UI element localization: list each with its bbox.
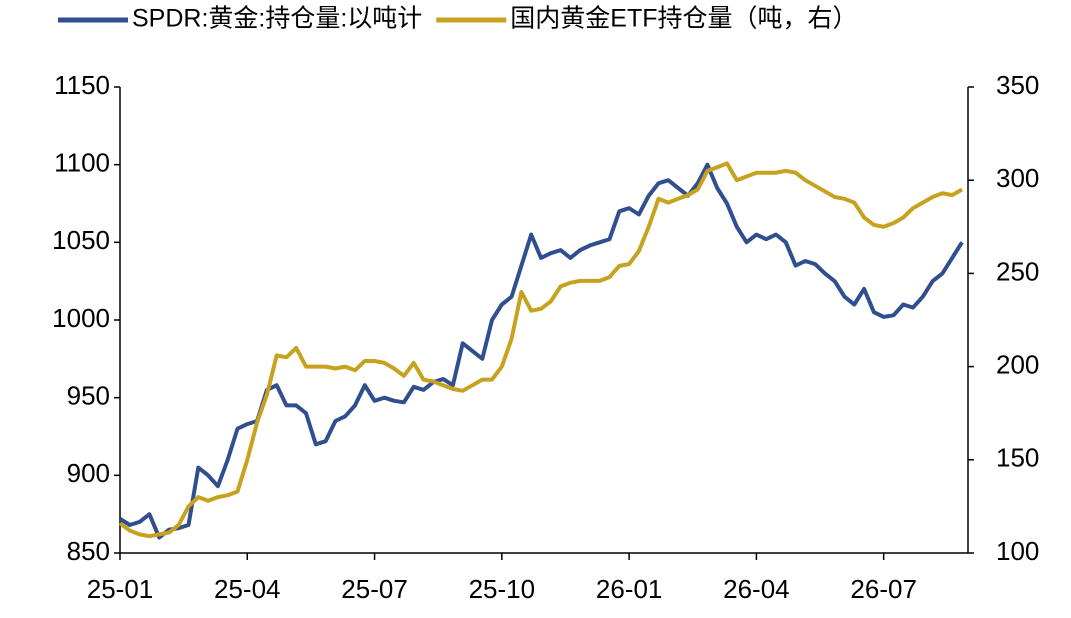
y2-tick-label: 100 bbox=[996, 536, 1039, 566]
y-tick-label: 1100 bbox=[54, 148, 110, 178]
x-tick-label: 25-01 bbox=[87, 574, 154, 604]
x-tick-label: 25-04 bbox=[214, 574, 281, 604]
x-tick-label: 25-10 bbox=[469, 574, 536, 604]
x-tick-label: 26-01 bbox=[596, 574, 663, 604]
y-tick-label: 1000 bbox=[52, 303, 110, 333]
y-tick-label: 950 bbox=[67, 381, 110, 411]
x-tick-label: 25-07 bbox=[341, 574, 408, 604]
y2-tick-label: 150 bbox=[996, 443, 1039, 473]
series-line bbox=[118, 162, 964, 540]
y2-tick-label: 300 bbox=[996, 163, 1039, 193]
x-tick-label: 26-04 bbox=[723, 574, 790, 604]
series-line bbox=[118, 161, 963, 539]
y2-tick-label: 250 bbox=[996, 256, 1039, 286]
y-tick-label: 850 bbox=[67, 536, 110, 566]
legend-label: SPDR:黄金:持仓量:以吨计 bbox=[132, 5, 422, 33]
x-tick-label: 26-07 bbox=[850, 574, 917, 604]
y-tick-label: 1050 bbox=[52, 225, 110, 255]
legend-label: 国内黄金ETF持仓量（吨，右） bbox=[510, 5, 857, 33]
y2-tick-label: 200 bbox=[996, 349, 1039, 379]
y-tick-label: 1150 bbox=[54, 70, 110, 100]
y2-tick-label: 350 bbox=[996, 70, 1039, 100]
y-tick-label: 900 bbox=[67, 458, 110, 488]
